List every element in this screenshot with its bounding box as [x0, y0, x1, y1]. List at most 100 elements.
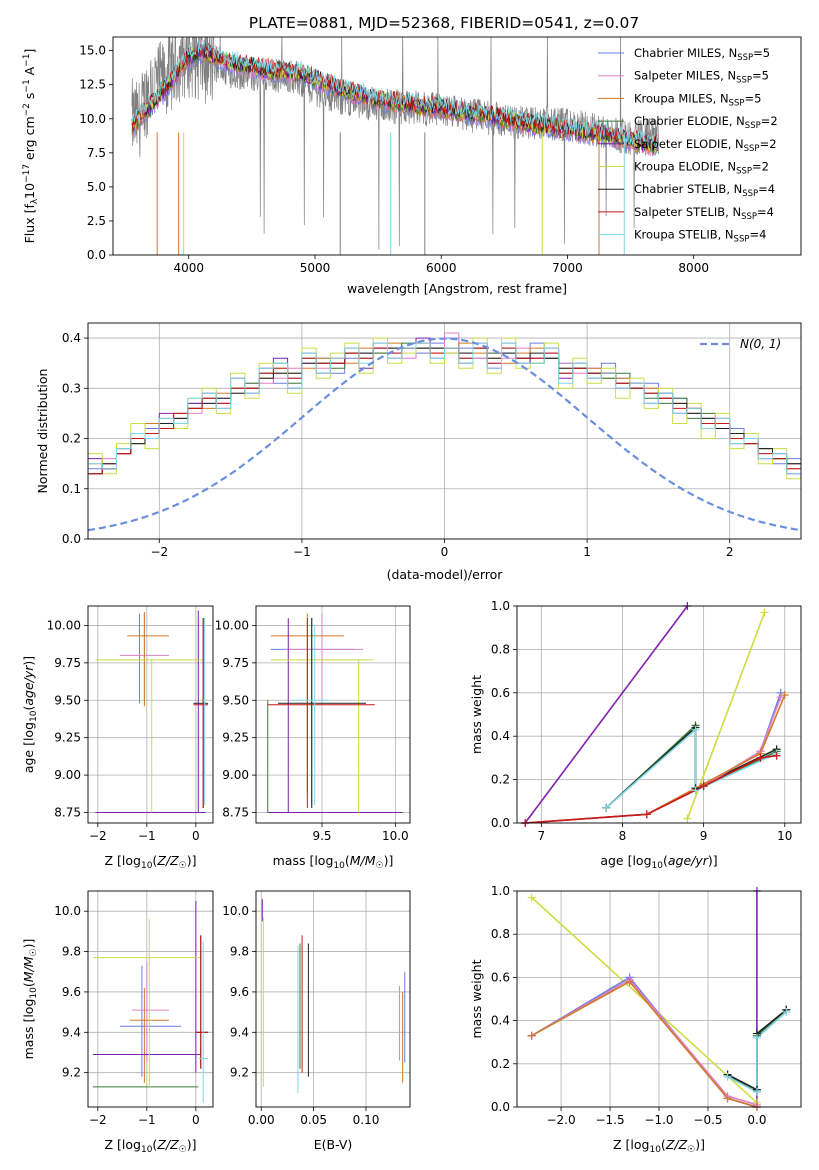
panel-age_vs_mass: 9.5 10.0 8.75 9.00 9.25 9.50 9.75 10.00 mass [lo… — [215, 605, 411, 871]
y-axis-label-part: ( — [21, 706, 36, 711]
x-tick-label: 0 — [192, 1113, 200, 1127]
x-tick-label: 0 — [441, 545, 449, 559]
plot-area — [256, 891, 410, 1107]
x-axis-label: mass [log10​(M/M☉​)] — [273, 853, 394, 871]
panel-spectrum: 4000 5000 6000 7000 8000 0.0 2.5 5.0 7.5 10.0 12.5… — [22, 36, 802, 296]
x-tick-label: 1 — [583, 545, 591, 559]
x-tick-label: 0.05 — [300, 1113, 327, 1127]
y-tick-label: 9.50 — [54, 693, 81, 707]
model-spectrum-ks — [131, 39, 659, 150]
legend-normal-label: N(0, 1) — [740, 337, 781, 351]
y-tick-label: 9.00 — [222, 768, 249, 782]
legend-text: Chabrier MILES, N — [634, 46, 737, 60]
x-tick-label: −2.0 — [546, 1113, 575, 1127]
y-tick-label: 0.2 — [491, 773, 510, 787]
axes-frame — [516, 890, 802, 1108]
x-axis-label: Z [log10​(Z/Z☉​)] — [105, 853, 197, 871]
legend-entry-se: Salpeter ELODIE, NSSP=2 — [634, 137, 777, 154]
x-axis-label-part: ( — [345, 853, 350, 868]
x-tick-label: 2 — [726, 545, 734, 559]
x-tick-label: −0.5 — [693, 1113, 722, 1127]
y-axis-label-part: λ — [30, 198, 40, 204]
y-axis-label: Flux [fλ​10−17​ erg cm−2​ s−1​ A−1​] — [22, 49, 40, 244]
histogram-ce — [88, 342, 801, 480]
y-axis-label-part: 10 — [29, 987, 39, 999]
panel-mass_vs_ebv: 0.00 0.05 0.10 9.2 9.4 9.6 9.8 10.0 E(B-V) — [222, 890, 411, 1152]
y-tick-label: 9.6 — [62, 985, 81, 999]
y-axis-label-part: Normed distribution — [35, 369, 50, 494]
x-axis-label: age [log10​(age/yr)] — [600, 853, 717, 871]
weight-marker-ke — [527, 893, 536, 902]
axes-frame — [516, 605, 802, 824]
histogram-ks — [88, 342, 801, 485]
y-axis-label: mass weight — [469, 675, 484, 754]
legend-entry-ss: Salpeter STELIB, NSSP=4 — [634, 205, 774, 222]
y-tick-label: 0.3 — [62, 381, 81, 395]
y-tick-label: 10.0 — [54, 904, 81, 918]
legend-sub: SSP — [744, 144, 760, 154]
legend-text: Salpeter ELODIE, N — [634, 137, 744, 151]
weight-marker-ss — [756, 753, 765, 762]
legend-entry-sm: Salpeter MILES, NSSP=5 — [634, 69, 769, 86]
y-axis-label-part: 10 — [29, 710, 39, 722]
x-axis-label-part: ( — [661, 1137, 666, 1152]
y-tick-label: 0.4 — [491, 729, 510, 743]
x-tick-label: −1 — [138, 829, 156, 843]
weight-marker-ks — [691, 786, 700, 795]
weight-line-ce — [605, 723, 778, 809]
x-tick-label: 0.10 — [353, 1113, 380, 1127]
x-axis-label-part: wavelength [Angstrom, rest frame] — [347, 281, 567, 296]
y-axis-label-part: s — [22, 93, 37, 104]
y-tick-label: 9.25 — [222, 731, 249, 745]
histogram-km — [88, 342, 801, 485]
normal-curve — [88, 337, 799, 532]
x-axis-label-part: ☉ — [179, 1145, 187, 1155]
legend-sub: SSP — [737, 53, 753, 63]
x-axis-label-part: (data-model)/error — [387, 567, 504, 582]
y-tick-label: 0.2 — [491, 1057, 510, 1071]
axes-frame — [255, 605, 411, 824]
x-axis-label: E(B-V) — [314, 1137, 353, 1152]
y-axis-label-part: ( — [21, 982, 36, 987]
x-tick-label: −1.0 — [644, 1113, 673, 1127]
plot-area — [88, 606, 213, 823]
x-tick-label: 0.0 — [747, 1113, 766, 1127]
y-tick-label: 1.0 — [491, 884, 510, 898]
x-axis-label: Z [log10​(Z/Z☉​)] — [613, 1137, 705, 1155]
x-tick-label: 10 — [777, 829, 792, 843]
y-tick-label: 8.75 — [54, 806, 81, 820]
histogram-ss — [88, 342, 801, 480]
weight-marker-km — [723, 1094, 732, 1103]
axes-frame — [112, 36, 802, 256]
legend-text: Salpeter STELIB, N — [634, 205, 741, 219]
weight-marker-ks — [691, 725, 700, 734]
x-axis-label-part: Z [log — [105, 1137, 141, 1152]
y-axis-label-part: )] — [21, 939, 36, 949]
legend-entry-ce: Chabrier ELODIE, NSSP=2 — [634, 114, 778, 131]
y-tick-label: 0.4 — [491, 1014, 510, 1028]
x-tick-label: −1 — [293, 545, 311, 559]
x-axis-label-part: )] — [187, 853, 197, 868]
x-axis-label-part: )] — [695, 1137, 705, 1152]
y-tick-label: 9.2 — [62, 1066, 81, 1080]
legend-text: Kroupa ELODIE, N — [634, 160, 736, 174]
y-tick-label: 0.0 — [491, 1100, 510, 1114]
legend-tail: =5 — [753, 46, 770, 60]
x-axis-label-part: 10 — [649, 1145, 661, 1155]
weight-marker-km — [780, 690, 789, 699]
y-tick-label: 8.75 — [222, 806, 249, 820]
legend-tail: =4 — [758, 182, 775, 196]
x-axis-label-part: 10 — [141, 861, 153, 871]
weight-line-cs — [605, 725, 778, 809]
y-tick-label: 0.1 — [62, 482, 81, 496]
panel-mass_weight_vs_Z: −2.0 −1.5 −1.0 −0.5 0.0 0.0 0.2 0.4 0.6 0.8 1.0 Z [… — [469, 884, 802, 1155]
y-tick-label: 9.8 — [62, 945, 81, 959]
weight-marker-km — [527, 1031, 536, 1040]
x-axis-label-part: age/yr — [668, 853, 709, 868]
y-axis-label-part: ☉ — [29, 948, 39, 956]
legend-text: Kroupa MILES, N — [634, 91, 729, 105]
y-tick-label: 9.75 — [222, 656, 249, 670]
weight-marker-ks — [782, 1007, 791, 1016]
x-axis-label-part: )] — [384, 853, 394, 868]
y-tick-label: 0.0 — [87, 248, 106, 262]
